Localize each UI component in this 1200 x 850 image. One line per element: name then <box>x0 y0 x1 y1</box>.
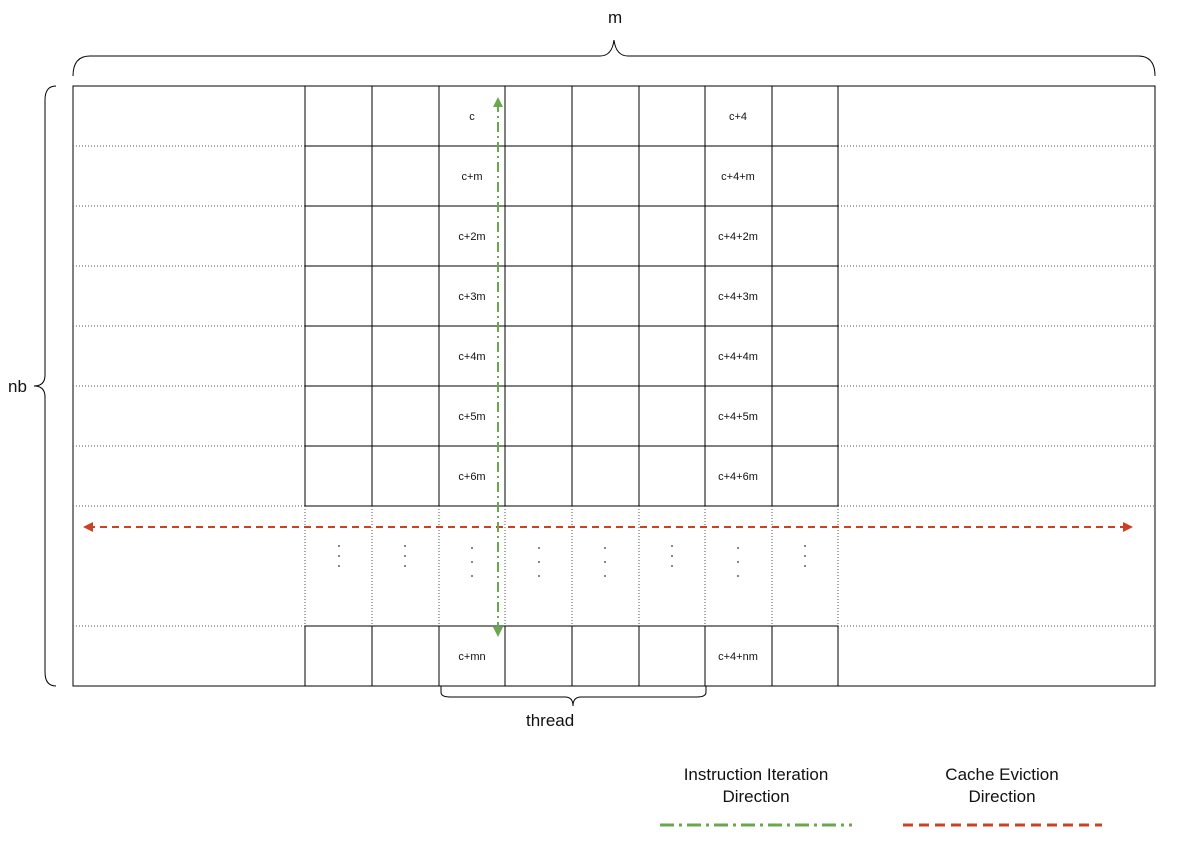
cell-grid-top <box>304 86 839 507</box>
cell-c-3: c+3m <box>458 291 485 303</box>
cell-c-6: c+6m <box>458 471 485 483</box>
cell-c-0: c <box>469 111 475 123</box>
cell-c4-5: c+4+5m <box>718 411 758 423</box>
ellipsis-columns <box>304 506 839 626</box>
nb-label: nb <box>8 377 27 396</box>
legend-eviction-line2: Direction <box>968 787 1036 806</box>
cell-c4-3: c+4+3m <box>718 291 758 303</box>
thread-label: thread <box>526 711 575 730</box>
cell-grid-bottom <box>304 625 839 686</box>
legend-eviction-label: Cache Eviction Direction <box>892 764 1112 808</box>
cell-c-1: c+m <box>461 171 482 183</box>
cell-c4-2: c+4+2m <box>718 231 758 243</box>
cell-c4-last: c+4+nm <box>718 651 758 663</box>
nb-brace <box>33 85 57 687</box>
legend-instruction-line1: Instruction Iteration <box>683 765 829 784</box>
legend-instruction-line2: Direction <box>722 787 790 806</box>
vertical-ellipsis-dots <box>338 545 806 577</box>
cell-c-2: c+2m <box>458 231 485 243</box>
cell-c4-0: c+4 <box>729 111 747 123</box>
cell-c4-1: c+4+m <box>721 171 755 183</box>
cell-c-4: c+4m <box>458 351 485 363</box>
m-brace <box>72 39 1156 77</box>
thread-brace <box>440 686 707 707</box>
m-label: m <box>608 8 623 27</box>
legend-eviction-line1: Cache Eviction <box>945 765 1059 784</box>
cell-c-5: c+5m <box>458 411 485 423</box>
cell-c4-6: c+4+6m <box>718 471 758 483</box>
legend-instruction-label: Instruction Iteration Direction <box>640 764 872 808</box>
cell-c4-4: c+4+4m <box>718 351 758 363</box>
cell-c-last: c+mn <box>458 651 485 663</box>
